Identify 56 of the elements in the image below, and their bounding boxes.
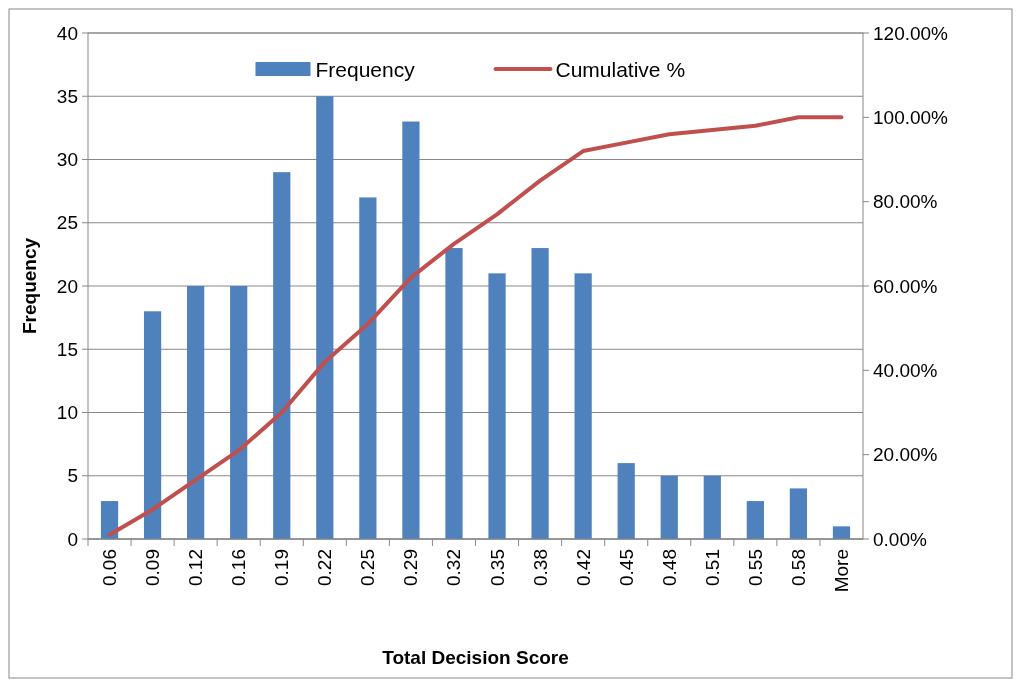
x-tick-label: 0.35 — [486, 549, 508, 586]
x-tick-label: 0.16 — [228, 549, 250, 586]
x-tick-label: 0.25 — [357, 549, 379, 586]
y2-tick-label: 20.00% — [873, 444, 938, 466]
bar — [402, 121, 420, 539]
y2-tick-label: 80.00% — [873, 191, 938, 213]
bar — [359, 197, 377, 539]
bar — [316, 96, 334, 539]
bar — [746, 501, 764, 539]
bar — [187, 286, 205, 539]
y2-tick-label: 40.00% — [873, 359, 938, 381]
x-tick-label: 0.12 — [185, 549, 207, 586]
x-tick-label: 0.51 — [701, 549, 723, 586]
bar — [789, 488, 808, 539]
bar — [445, 248, 463, 539]
y-tick-label: 20 — [56, 275, 78, 297]
line-series — [107, 115, 844, 537]
y2-tick-label: 60.00% — [873, 275, 938, 297]
x-tick-label: 0.19 — [271, 549, 293, 586]
x-tick-label: 0.06 — [99, 549, 121, 586]
y-tick-label: 25 — [56, 212, 78, 234]
bar — [230, 286, 248, 539]
y-tick-label: 30 — [56, 149, 78, 170]
y-axis-title: Frequency — [19, 237, 40, 335]
x-tick-label: 0.29 — [400, 549, 422, 586]
y2-tick-label: 0.00% — [873, 528, 927, 550]
x-axis-title: Total Decision Score — [382, 647, 569, 668]
bar — [617, 463, 635, 539]
bar — [703, 475, 721, 539]
x-tick-label: 0.58 — [787, 549, 809, 586]
x-tick-label: 0.32 — [443, 549, 465, 586]
bar — [488, 273, 506, 539]
y-tick-label: 15 — [56, 338, 78, 360]
bar — [832, 526, 851, 539]
x-tick-label: 0.22 — [314, 549, 336, 586]
legend-label: Frequency — [315, 57, 416, 81]
x-tick-label: More — [830, 549, 852, 593]
x-tick-label: 0.09 — [142, 549, 164, 586]
bar — [143, 311, 162, 539]
x-tick-label: 0.45 — [615, 549, 637, 586]
x-tick-label: 0.38 — [529, 549, 551, 586]
y-tick-label: 35 — [56, 85, 78, 107]
y-tick-label: 0 — [67, 528, 78, 550]
bar — [660, 475, 678, 539]
x-tick-label: 0.55 — [744, 549, 766, 586]
y2-tick-label: 100.00% — [873, 106, 949, 128]
y-tick-label: 5 — [67, 465, 78, 487]
y-tick-label: 40 — [56, 22, 78, 44]
y2-tick-label: 120.00% — [873, 22, 949, 44]
legend-label: Cumulative % — [555, 57, 686, 81]
y-tick-label: 10 — [56, 402, 78, 423]
x-tick-label: 0.42 — [572, 549, 594, 586]
bar — [531, 248, 549, 539]
x-tick-label: 0.48 — [658, 549, 680, 586]
bar — [574, 273, 592, 539]
bar — [273, 172, 291, 539]
